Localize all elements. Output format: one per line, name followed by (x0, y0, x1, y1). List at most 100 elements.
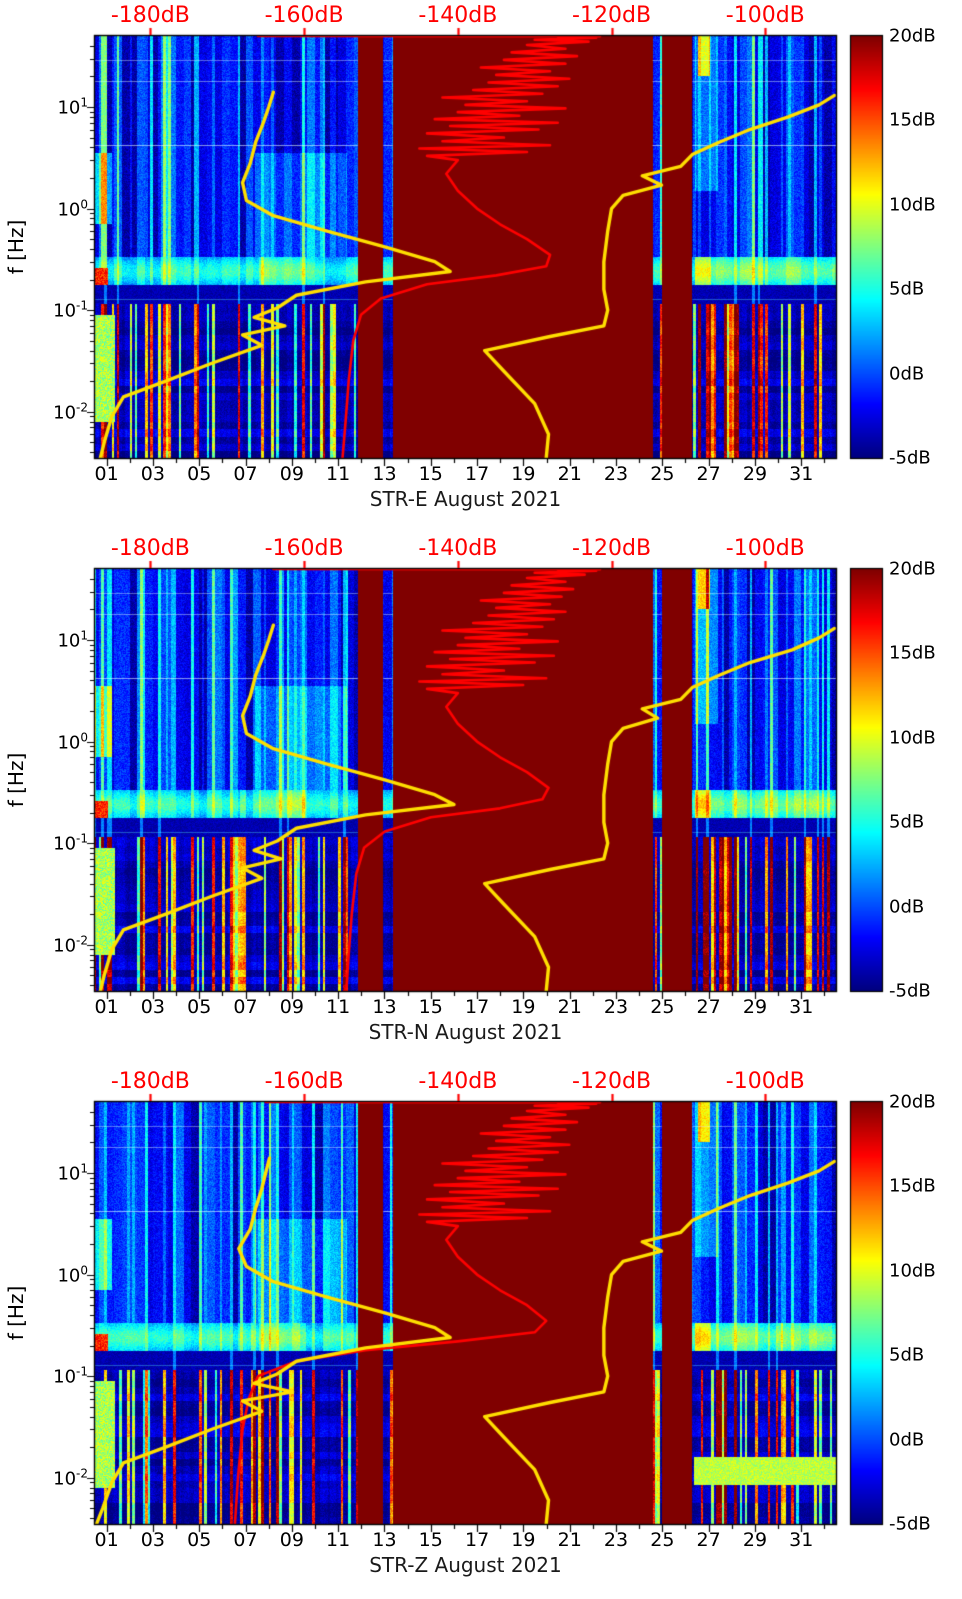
x-tick-label: 21 (557, 1529, 582, 1551)
x-tick-label: 17 (464, 463, 490, 485)
y-tick-exponent: -2 (76, 1466, 88, 1481)
x-tick-label: 13 (372, 463, 397, 485)
x-tick-label: 19 (511, 1529, 536, 1551)
y-tick-base: 10 (53, 1468, 77, 1490)
y-tick-label: 101 (57, 1161, 88, 1184)
x-tick-label: 13 (372, 1529, 397, 1551)
x-tick-label: 07 (233, 996, 258, 1018)
x-tick-label: 31 (789, 1529, 814, 1551)
top-db-axis-label: -160dB (264, 1069, 344, 1094)
x-tick-label: 15 (418, 996, 443, 1018)
y-tick-exponent: 0 (80, 197, 88, 212)
top-db-axis-label: -140dB (418, 1069, 498, 1094)
y-tick-base: 10 (57, 1163, 81, 1185)
y-tick-base: 10 (53, 1366, 77, 1388)
x-axis-title: STR-E August 2021 (369, 487, 562, 511)
x-tick-label: 09 (279, 996, 304, 1018)
top-db-axis-label: -180dB (110, 3, 190, 28)
x-tick-label: 03 (140, 996, 165, 1018)
colorbar-tick-label: 0dB (889, 896, 925, 918)
x-tick-label: 19 (511, 996, 536, 1018)
colorbar-tick-label: -5dB (889, 980, 931, 1002)
top-db-axis-label: -120dB (572, 1069, 652, 1094)
y-tick-base: 10 (57, 630, 81, 652)
y-tick-base: 10 (57, 1265, 81, 1287)
x-tick-label: 23 (603, 463, 629, 485)
top-db-axis-label: -180dB (110, 536, 190, 561)
y-tick-label: 100 (57, 197, 88, 220)
y-axis-title: f [Hz] (4, 219, 28, 275)
y-tick-label: 101 (57, 95, 88, 118)
x-tick-label: 07 (233, 463, 258, 485)
x-tick-label: 15 (418, 1529, 443, 1551)
panel-str-n: -180dB -160dB -140dB -120dB -100dB 01 03 05 07 09… (0, 533, 962, 1066)
y-tick-exponent: 1 (80, 1161, 88, 1176)
y-tick-exponent: 0 (80, 1263, 88, 1278)
x-tick-label: 25 (650, 996, 675, 1018)
y-tick-base: 10 (53, 833, 77, 855)
x-tick-label: 11 (326, 996, 351, 1018)
x-tick-label: 31 (789, 463, 814, 485)
colorbar-tick-label: 20dB (889, 558, 936, 580)
y-tick-exponent: 1 (80, 628, 88, 643)
x-tick-label: 27 (696, 1529, 721, 1551)
top-db-axis-label: -140dB (418, 3, 498, 28)
top-db-axis-label: -100dB (725, 536, 805, 561)
x-tick-label: 09 (279, 463, 304, 485)
y-tick-exponent: -2 (76, 400, 88, 415)
x-tick-label: 11 (326, 463, 351, 485)
colorbar-tick-label: 15dB (889, 1175, 936, 1197)
x-tick-label: 01 (94, 996, 119, 1018)
x-tick-label: 17 (464, 1529, 490, 1551)
colorbar-tick-label: 0dB (889, 1429, 925, 1451)
x-tick-label: 05 (187, 463, 212, 485)
colorbar-tick-label: 5dB (889, 278, 925, 300)
top-db-axis-label: -100dB (725, 1069, 805, 1094)
x-tick-label: 03 (140, 463, 165, 485)
colorbar-tick-label: 10dB (889, 727, 936, 749)
colorbar-tick-label: 15dB (889, 109, 936, 131)
panel-str-e: -180dB -160dB -140dB -120dB -100dB 01 03 05 07 09… (0, 0, 962, 533)
x-tick-label: 01 (94, 463, 119, 485)
top-db-axis-label: -100dB (725, 3, 805, 28)
y-tick-exponent: -2 (76, 933, 88, 948)
top-db-axis-label: -140dB (418, 536, 498, 561)
y-tick-label: 100 (57, 730, 88, 753)
top-db-axis-label: -160dB (264, 3, 344, 28)
x-tick-label: 31 (789, 996, 814, 1018)
x-tick-label: 17 (464, 996, 490, 1018)
x-tick-label: 21 (557, 996, 582, 1018)
x-tick-label: 15 (418, 463, 443, 485)
colorbar-tick-label: 20dB (889, 25, 936, 47)
y-tick-exponent: 1 (80, 95, 88, 110)
x-tick-label: 19 (511, 463, 536, 485)
x-tick-label: 27 (696, 996, 721, 1018)
colorbar-tick-label: -5dB (889, 447, 931, 469)
x-tick-label: 11 (326, 1529, 351, 1551)
top-db-axis-label: -180dB (110, 1069, 190, 1094)
x-axis-title: STR-N August 2021 (368, 1020, 563, 1044)
y-tick-base: 10 (57, 97, 81, 119)
y-tick-label: 10-1 (53, 299, 88, 322)
y-tick-base: 10 (57, 732, 81, 754)
y-tick-label: 10-1 (53, 832, 88, 855)
x-tick-label: 23 (603, 1529, 629, 1551)
y-tick-label: 101 (57, 628, 88, 651)
y-tick-label: 100 (57, 1263, 88, 1286)
colorbar-tick-label: 5dB (889, 1344, 925, 1366)
panel-str-z: -180dB -160dB -140dB -120dB -100dB 01 03 05 07 09… (0, 1066, 962, 1599)
colorbar-tick-label: 10dB (889, 194, 936, 216)
y-tick-label: 10-1 (53, 1365, 88, 1388)
colorbar-tick-label: 0dB (889, 363, 925, 385)
colorbar-tick-label: 5dB (889, 811, 925, 833)
x-tick-label: 05 (187, 996, 212, 1018)
x-tick-label: 25 (650, 1529, 675, 1551)
x-tick-label: 01 (94, 1529, 119, 1551)
x-tick-label: 29 (742, 1529, 768, 1551)
colorbar-tick-label: 10dB (889, 1260, 936, 1282)
colorbar-tick-label: 20dB (889, 1091, 936, 1113)
x-tick-label: 09 (279, 1529, 304, 1551)
top-db-axis-label: -120dB (572, 536, 652, 561)
y-tick-label: 10-2 (53, 400, 88, 423)
spectrogram-canvas-str-e (0, 0, 962, 533)
